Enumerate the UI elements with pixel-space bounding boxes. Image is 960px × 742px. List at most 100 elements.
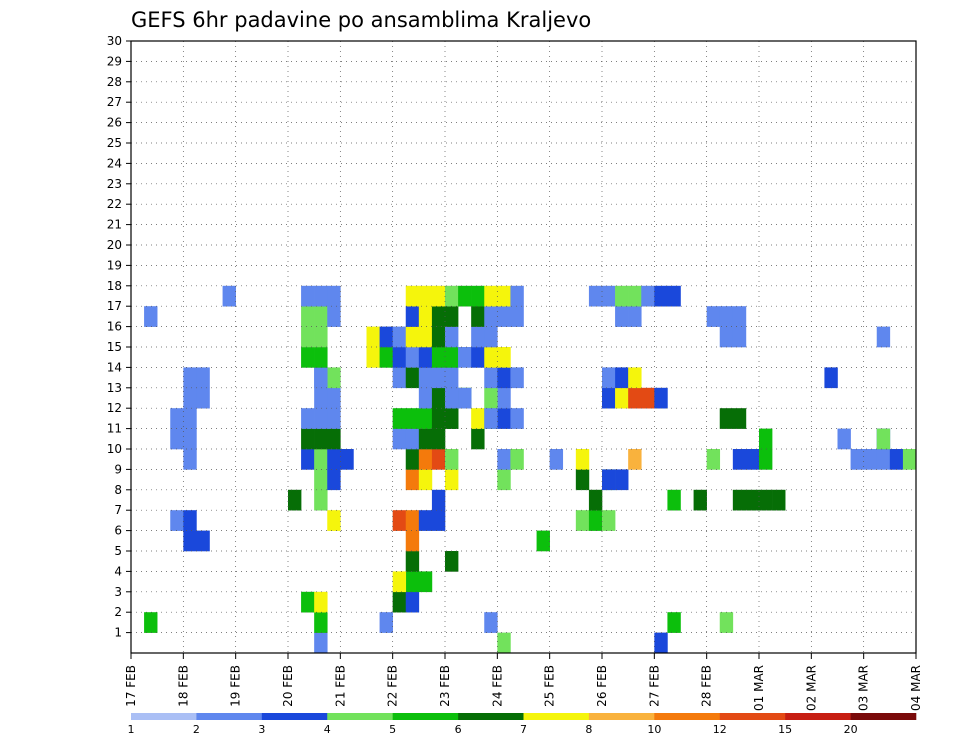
heatmap-cell: [405, 408, 420, 429]
colorbar-swatch: [261, 713, 328, 720]
heatmap-cell: [392, 510, 407, 531]
heatmap-cell: [418, 347, 433, 368]
y-tick-label: 20: [107, 238, 122, 252]
heatmap-cell: [824, 367, 838, 389]
heatmap-cell: [863, 449, 878, 470]
colorbar-label: 5: [389, 723, 396, 736]
heatmap-cell: [510, 306, 524, 327]
heatmap-cell: [719, 306, 734, 327]
heatmap-cell: [602, 387, 616, 409]
heatmap-cell: [445, 469, 459, 491]
colorbar-swatch: [785, 713, 851, 720]
heatmap-cell: [510, 449, 524, 470]
heatmap-cell: [340, 449, 354, 470]
x-tick-label: 26 FEB: [595, 665, 609, 707]
heatmap-cell: [471, 408, 485, 429]
heatmap-cell: [301, 326, 315, 348]
colorbar-swatch: [458, 713, 524, 720]
heatmap-cell: [418, 326, 433, 348]
heatmap-cell: [418, 408, 433, 429]
y-tick-label: 18: [107, 279, 122, 293]
heatmap-cell: [327, 285, 341, 307]
x-tick-label: 01 MAR: [752, 665, 766, 711]
heatmap-cell: [196, 530, 210, 552]
heatmap-cell: [418, 367, 433, 389]
heatmap-cell: [144, 306, 158, 327]
heatmap-cell: [471, 285, 485, 307]
heatmap-cell: [445, 408, 459, 429]
y-tick-label: 7: [114, 503, 122, 517]
colorbar-label: 7: [520, 723, 527, 736]
heatmap-cell: [732, 489, 747, 511]
heatmap-cell: [431, 367, 446, 389]
heatmap-cell: [458, 285, 472, 307]
heatmap-cell: [484, 285, 498, 307]
colorbar-label: 3: [258, 723, 265, 736]
heatmap-cell: [628, 449, 642, 470]
heatmap-cell: [484, 408, 498, 429]
grid-lines: [131, 40, 916, 653]
colorbar-swatch: [131, 713, 197, 720]
colorbar-swatch: [654, 713, 721, 720]
y-tick-label: 22: [107, 197, 122, 211]
heatmap-cell: [405, 367, 420, 389]
colorbar-swatch: [523, 713, 590, 720]
x-tick-label: 21 FEB: [333, 665, 347, 707]
heatmap-cell: [667, 612, 681, 633]
heatmap-cell: [366, 326, 380, 348]
heatmap-cell: [471, 326, 485, 348]
heatmap-cell: [484, 387, 498, 409]
heatmap-cell: [392, 428, 407, 450]
heatmap-cell: [536, 530, 550, 552]
heatmap-cell: [418, 510, 433, 531]
heatmap-cell: [431, 408, 446, 429]
x-tick-label: 20 FEB: [281, 665, 295, 707]
heatmap-cell: [510, 408, 524, 429]
y-tick-label: 12: [107, 401, 122, 415]
heatmap-cell: [314, 306, 328, 327]
heatmap-cell: [615, 367, 629, 389]
heatmap-cell: [471, 306, 485, 327]
heatmap-cell: [602, 469, 616, 491]
heatmap-cell: [405, 510, 420, 531]
heatmap-cell: [628, 387, 642, 409]
heatmap-cell: [549, 449, 564, 470]
x-tick-label: 25 FEB: [543, 665, 557, 707]
heatmap-cell: [745, 489, 760, 511]
colorbar-label: 12: [713, 723, 727, 736]
heatmap-cell: [497, 285, 511, 307]
y-tick-label: 29: [107, 54, 122, 68]
heatmap-cell: [314, 367, 328, 389]
heatmap-cell: [445, 306, 459, 327]
heatmap-cell: [445, 347, 459, 368]
heatmap-cell: [314, 408, 328, 429]
heatmap-cell: [575, 469, 590, 491]
heatmap-cell: [418, 469, 433, 491]
heatmap-cell: [183, 387, 197, 409]
x-tick-label: 23 FEB: [438, 665, 452, 707]
heatmap-cell: [759, 428, 773, 450]
heatmap-cell: [183, 367, 197, 389]
heatmap-cell: [431, 489, 446, 511]
heatmap-cell: [405, 449, 420, 470]
heatmap-cell: [431, 387, 446, 409]
heatmap-cell: [301, 408, 315, 429]
heatmap-cell: [628, 306, 642, 327]
heatmap-cell: [889, 449, 904, 470]
heatmap-cell: [405, 285, 420, 307]
x-tick-label: 22 FEB: [386, 665, 400, 707]
heatmap-cell: [405, 469, 420, 491]
heatmap-cell: [497, 408, 511, 429]
heatmap-cell: [497, 469, 511, 491]
heatmap-cell: [327, 408, 341, 429]
heatmap-cell: [588, 510, 603, 531]
plot-frame: [130, 40, 917, 654]
heatmap-cell: [196, 387, 210, 409]
heatmap-cell: [732, 306, 747, 327]
colorbar-legend: 1 2 3 4 5 6 7 8 10 12 15 20: [128, 713, 917, 736]
x-tick-label: 04 MAR: [909, 665, 923, 711]
heatmap-cell: [288, 489, 302, 511]
heatmap-cell: [615, 306, 629, 327]
heatmap-cell: [405, 326, 420, 348]
heatmap-cell: [314, 387, 328, 409]
